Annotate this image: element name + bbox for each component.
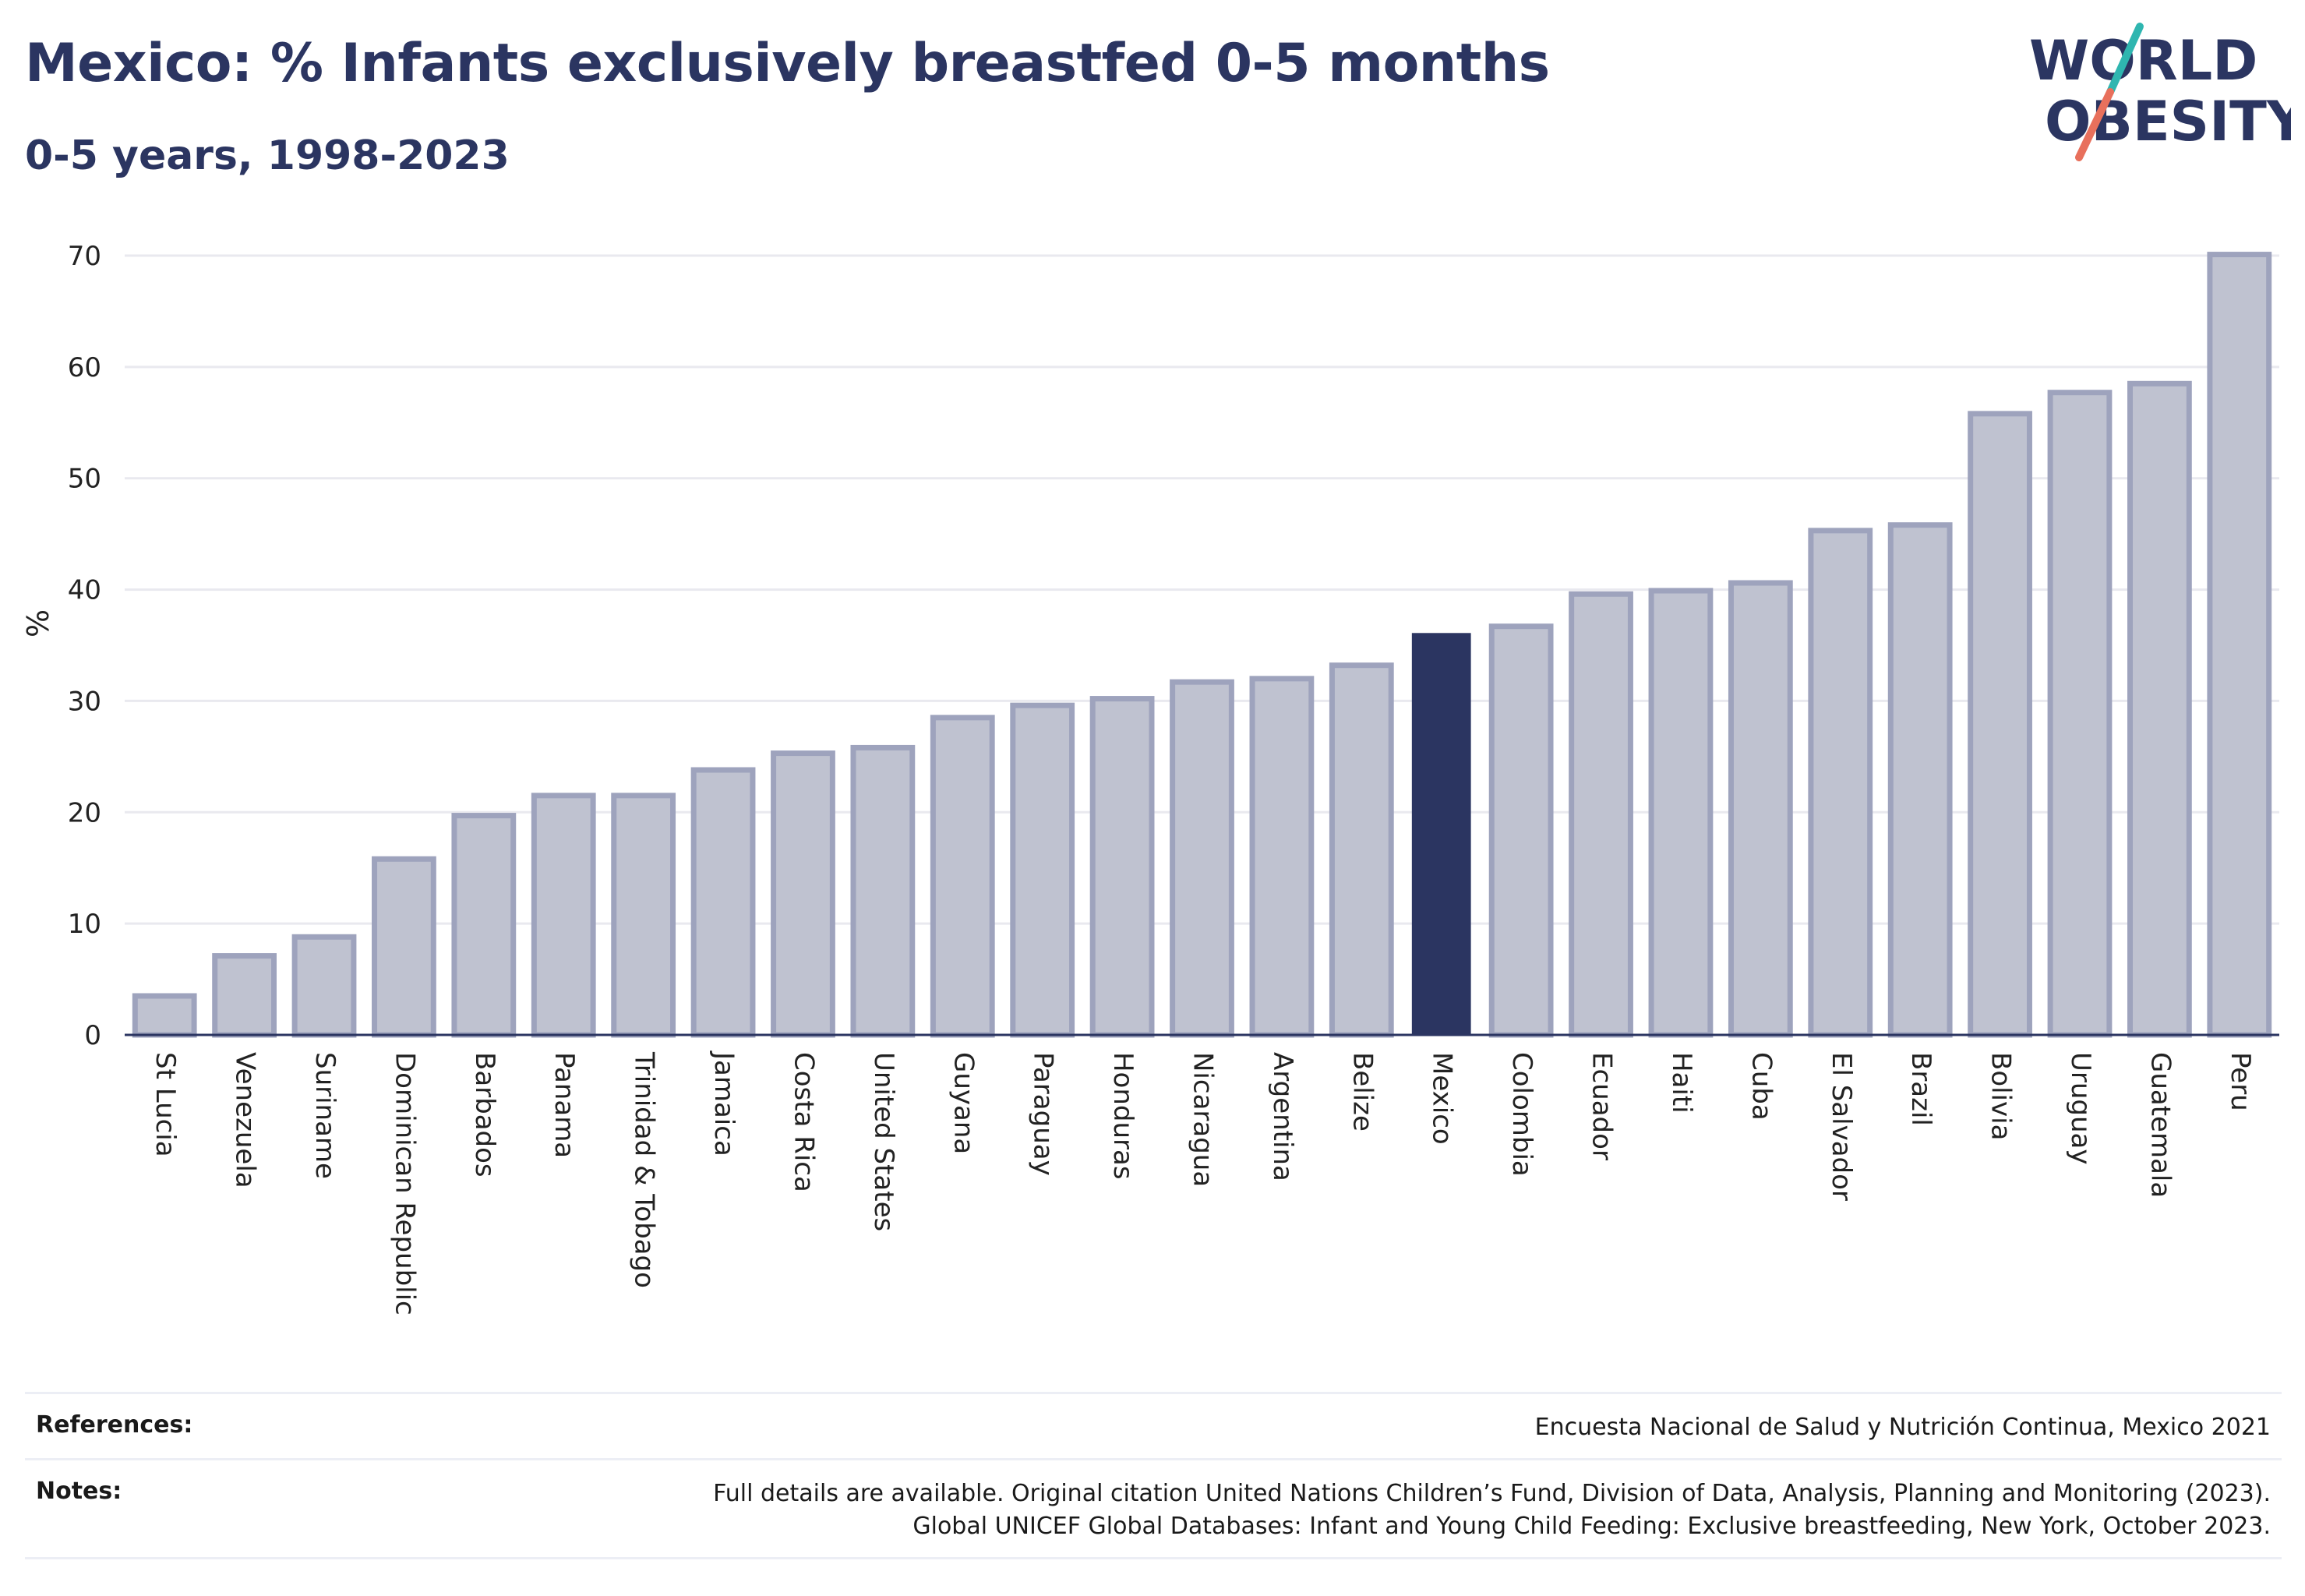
logo-slash-coral: [2075, 88, 2114, 161]
x-tick-label: Belize: [1347, 1052, 1378, 1132]
bar-costa-rica: [771, 750, 835, 1038]
bar-ecuador: [1569, 591, 1633, 1038]
y-tick-label: 70: [68, 241, 101, 272]
references-text: Encuesta Nacional de Salud y Nutrición C…: [1534, 1414, 2271, 1441]
logo-word-world: WORLD: [2029, 29, 2257, 93]
bar-haiti: [1648, 588, 1714, 1038]
y-tick-label: 10: [68, 909, 101, 940]
bar-dominican-republic: [372, 856, 436, 1038]
bar-peru: [2207, 252, 2272, 1038]
x-tick-label: Haiti: [1666, 1052, 1697, 1114]
x-tick-label: Brazil: [1905, 1052, 1936, 1126]
x-tick-label: United States: [868, 1052, 899, 1231]
bar-uruguay: [2047, 390, 2113, 1038]
bar-suriname: [291, 934, 357, 1038]
x-tick-label: Mexico: [1427, 1052, 1458, 1145]
x-tick-label: Guyana: [948, 1052, 979, 1154]
x-tick-label: Costa Rica: [788, 1052, 819, 1192]
bar-cuba: [1728, 580, 1793, 1038]
y-axis-label: %: [21, 609, 55, 637]
x-tick-label: Dominican Republic: [389, 1052, 420, 1315]
x-axis-labels: St Lucia Venezuela Suriname Dominican Repub…: [150, 1050, 2256, 1315]
x-tick-label: Nicaragua: [1188, 1052, 1219, 1187]
bar-guyana: [930, 715, 995, 1038]
x-tick-label: Barbados: [469, 1052, 500, 1178]
x-tick-label: El Salvador: [1826, 1052, 1857, 1201]
bar-guatemala: [2127, 380, 2192, 1038]
y-tick-label: 40: [68, 575, 101, 606]
x-tick-label: St Lucia: [150, 1052, 181, 1157]
bar-jamaica: [690, 767, 756, 1038]
x-tick-label: Argentina: [1267, 1052, 1298, 1181]
x-tick-label: Bolivia: [1986, 1052, 2017, 1140]
x-tick-label: Paraguay: [1028, 1052, 1059, 1176]
x-tick-label: Ecuador: [1587, 1052, 1618, 1160]
y-tick-label: 20: [68, 797, 101, 828]
y-tick-label: 60: [68, 352, 101, 383]
bar-honduras: [1089, 696, 1155, 1038]
bar-colombia: [1488, 623, 1554, 1038]
x-tick-label: Peru: [2225, 1052, 2256, 1111]
bar-barbados: [451, 813, 517, 1038]
notes-row: Notes: Full details are available. Origi…: [25, 1458, 2282, 1559]
bar-nicaragua: [1170, 679, 1234, 1038]
notes-line-2: Global UNICEF Global Databases: Infant a…: [912, 1513, 2271, 1540]
bar-st-lucia: [132, 993, 197, 1038]
bar-el-salvador: [1808, 528, 1873, 1038]
bar-trinidad-tobago: [611, 793, 676, 1038]
notes-line-1: Full details are available. Original cit…: [713, 1480, 2271, 1507]
bar-united-states: [850, 744, 916, 1038]
bar-panama: [531, 793, 596, 1038]
x-tick-label: Jamaica: [708, 1050, 740, 1156]
references-row: References: Encuesta Nacional de Salud y…: [25, 1392, 2282, 1458]
y-tick-label: 0: [84, 1020, 101, 1051]
x-tick-label: Honduras: [1107, 1052, 1138, 1180]
references-label: References:: [36, 1411, 193, 1439]
world-obesity-logo: WORLD OBESITY: [2029, 23, 2291, 161]
bar-venezuela: [212, 953, 277, 1038]
bars: [132, 252, 2272, 1038]
chart-title: Mexico: % Infants exclusively breastfed …: [25, 33, 1550, 94]
bar-belize: [1329, 662, 1394, 1038]
x-tick-label: Cuba: [1746, 1052, 1777, 1121]
logo-slash-teal: [2106, 23, 2144, 96]
notes-text: Full details are available. Original cit…: [713, 1460, 2282, 1557]
x-tick-label: Uruguay: [2065, 1052, 2096, 1165]
x-tick-label: Trinidad & Tobago: [629, 1051, 660, 1288]
chart-subtitle: 0-5 years, 1998-2023: [25, 132, 510, 179]
bar-brazil: [1887, 522, 1953, 1038]
x-tick-label: Venezuela: [230, 1052, 261, 1188]
bar-paraguay: [1010, 702, 1075, 1038]
y-tick-label: 50: [68, 464, 101, 495]
x-tick-label: Guatemala: [2144, 1052, 2176, 1198]
bar-bolivia: [1968, 411, 2032, 1038]
notes-label: Notes:: [36, 1478, 122, 1505]
y-tick-label: 30: [68, 686, 101, 717]
y-axis-ticks: 0 10 20 30 40 50 60 70: [68, 241, 101, 1051]
x-tick-label: Colombia: [1506, 1052, 1537, 1177]
bar-mexico: [1411, 633, 1471, 1035]
bar-argentina: [1249, 676, 1315, 1038]
footer: References: Encuesta Nacional de Salud y…: [25, 1392, 2282, 1559]
x-tick-label: Panama: [549, 1052, 580, 1158]
x-tick-label: Suriname: [309, 1052, 341, 1179]
bar-chart: 0 10 20 30 40 50 60 70 St Lucia Venezuela Surinam…: [21, 241, 2279, 1315]
